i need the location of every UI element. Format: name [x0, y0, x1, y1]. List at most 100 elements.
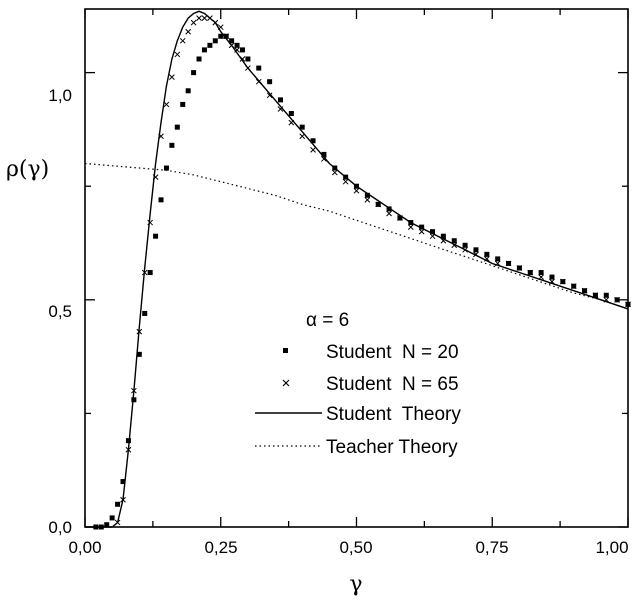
data-point-n65	[174, 51, 181, 58]
data-point-n20	[169, 142, 175, 148]
legend-label-student-n20: Student N = 20	[326, 342, 459, 363]
data-point-n65	[505, 260, 512, 267]
data-point-n20	[386, 206, 392, 212]
data-point-n20	[120, 479, 126, 485]
series-3	[84, 162, 629, 310]
data-point-n20	[218, 33, 224, 39]
data-point-n20	[239, 47, 245, 53]
data-point-n65	[266, 92, 273, 99]
legend-x-marker	[282, 379, 290, 387]
data-point-n65	[185, 28, 192, 35]
y-axis-title: ρ(γ)	[6, 157, 49, 182]
data-point-n20	[131, 397, 137, 403]
data-point-n65	[386, 210, 392, 217]
data-point-n20	[440, 233, 446, 239]
data-point-n20	[549, 274, 555, 280]
data-point-n65	[353, 187, 360, 194]
data-point-n20	[451, 238, 457, 244]
data-point-n20	[430, 229, 436, 235]
data-point-n20	[153, 233, 159, 239]
data-point-n20	[147, 270, 153, 276]
data-point-n20	[104, 522, 110, 528]
student-theory-line	[85, 10, 629, 528]
data-point-n20	[207, 42, 213, 48]
y-tick-label: 0,5	[48, 302, 72, 321]
data-point-n65	[581, 287, 588, 294]
data-point-n20	[115, 501, 121, 507]
data-point-n65	[407, 224, 414, 230]
data-point-n65	[190, 19, 197, 26]
data-point-n20	[603, 292, 609, 298]
x-tick-label: 0,25	[204, 538, 237, 557]
data-point-n20	[245, 56, 251, 62]
data-point-n20	[364, 192, 370, 198]
data-point-n20	[136, 351, 142, 357]
data-point-n20	[538, 270, 544, 276]
x-tick-label: 0,50	[339, 538, 372, 557]
y-tick-label: 1,0	[48, 86, 72, 105]
data-point-n65	[516, 265, 523, 271]
data-point-n20	[267, 79, 273, 85]
data-point-n20	[201, 47, 207, 53]
data-point-n20	[321, 151, 327, 157]
data-point-n65	[375, 201, 382, 208]
data-point-n20	[174, 124, 180, 130]
data-point-n65	[331, 169, 338, 176]
data-point-n65	[201, 15, 208, 21]
data-point-n20	[196, 56, 202, 62]
data-point-n20	[158, 197, 164, 203]
data-point-n65	[169, 74, 175, 81]
data-point-n20	[180, 101, 186, 107]
data-point-n65	[179, 37, 186, 44]
data-point-n20	[125, 438, 131, 444]
x-axis-title: γ	[349, 572, 362, 597]
teacher-theory-line	[84, 162, 629, 310]
legend-label-student-theory: Student Theory	[326, 404, 461, 425]
data-point-n20	[495, 256, 501, 262]
data-point-n65	[364, 196, 371, 203]
data-point-n65	[625, 301, 631, 308]
data-point-n20	[484, 251, 490, 257]
data-point-n20	[277, 97, 283, 103]
data-point-n20	[234, 42, 240, 48]
data-point-n20	[212, 38, 218, 44]
data-point-n65	[310, 147, 316, 153]
legend-title: α = 6	[306, 310, 349, 331]
data-point-n20	[288, 111, 294, 117]
y-tick-label: 0,0	[48, 518, 72, 537]
series-layer	[84, 10, 631, 530]
legend-square-marker	[283, 348, 288, 353]
x-tick-label: 1,00	[595, 538, 628, 557]
data-point-n65	[559, 278, 566, 285]
legend-label-teacher-theory: Teacher Theory	[326, 437, 458, 458]
legend-label-student-n65: Student N = 65	[326, 374, 459, 395]
data-point-n20	[256, 65, 262, 71]
data-point-n65	[223, 33, 230, 40]
data-point-n20	[185, 88, 191, 94]
data-point-n20	[229, 38, 235, 44]
data-point-n20	[462, 242, 468, 248]
data-point-n65	[418, 228, 425, 235]
data-point-n20	[191, 70, 197, 76]
series-2	[85, 10, 629, 528]
data-point-n65	[321, 156, 327, 162]
data-point-n65	[527, 269, 534, 276]
x-tick-label: 0,75	[475, 538, 508, 557]
data-point-n20	[142, 310, 148, 316]
data-point-n65	[342, 178, 349, 185]
data-point-n20	[109, 515, 115, 521]
data-point-n20	[419, 224, 425, 230]
axis-ticks	[84, 9, 629, 528]
data-point-n65	[163, 101, 170, 108]
data-point-n20	[163, 165, 169, 171]
data-point-n65	[196, 15, 202, 21]
data-point-n20	[299, 124, 305, 130]
data-point-n20	[310, 138, 316, 144]
data-point-n65	[614, 296, 620, 303]
series-1	[114, 15, 631, 526]
legend: α = 6 Student N = 20 Student N = 65 Stud…	[255, 310, 461, 458]
data-point-n20	[473, 247, 479, 253]
x-tick-label: 0,00	[68, 538, 101, 557]
data-point-n65	[570, 283, 577, 290]
